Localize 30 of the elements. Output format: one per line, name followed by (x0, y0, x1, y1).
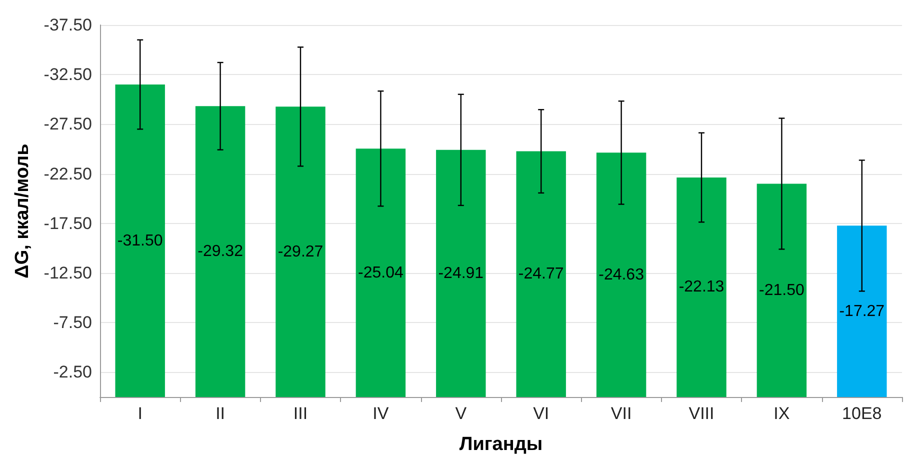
y-axis-title: ΔG, ккал/моль (12, 144, 33, 278)
y-tick-label: -22.50 (44, 164, 92, 184)
x-tick-label: VIII (688, 404, 714, 423)
data-label: -21.50 (759, 282, 804, 299)
y-tick-label: -32.50 (44, 65, 92, 84)
x-axis-title: Лиганды (459, 434, 543, 455)
x-tick-label: IX (774, 404, 790, 423)
x-tick-label: VI (533, 404, 550, 423)
x-tick-label: III (293, 404, 308, 423)
data-label: -24.77 (518, 266, 564, 283)
data-label: -24.91 (438, 264, 484, 282)
data-label: -25.04 (358, 264, 404, 282)
y-tick-label: -2.50 (53, 362, 92, 382)
x-tick-label: I (138, 404, 142, 423)
x-tick-label: II (216, 404, 226, 423)
y-tick-label: -37.50 (44, 16, 92, 34)
x-tick-label: VII (610, 404, 632, 423)
data-label: -29.32 (198, 243, 244, 260)
data-label: -22.13 (678, 278, 724, 296)
data-label: -29.27 (278, 243, 324, 260)
y-tick-label: -17.50 (44, 214, 92, 233)
y-tick-label: -7.50 (53, 313, 92, 332)
data-label: -24.63 (598, 266, 644, 284)
data-label: -17.27 (839, 302, 885, 320)
data-label: -31.50 (117, 232, 163, 250)
x-tick-label: IV (372, 404, 390, 423)
x-tick-label: 10E8 (842, 404, 882, 423)
x-tick-label: V (455, 404, 468, 423)
y-tick-label: -12.50 (44, 264, 92, 282)
y-tick-label: -27.50 (44, 114, 92, 134)
